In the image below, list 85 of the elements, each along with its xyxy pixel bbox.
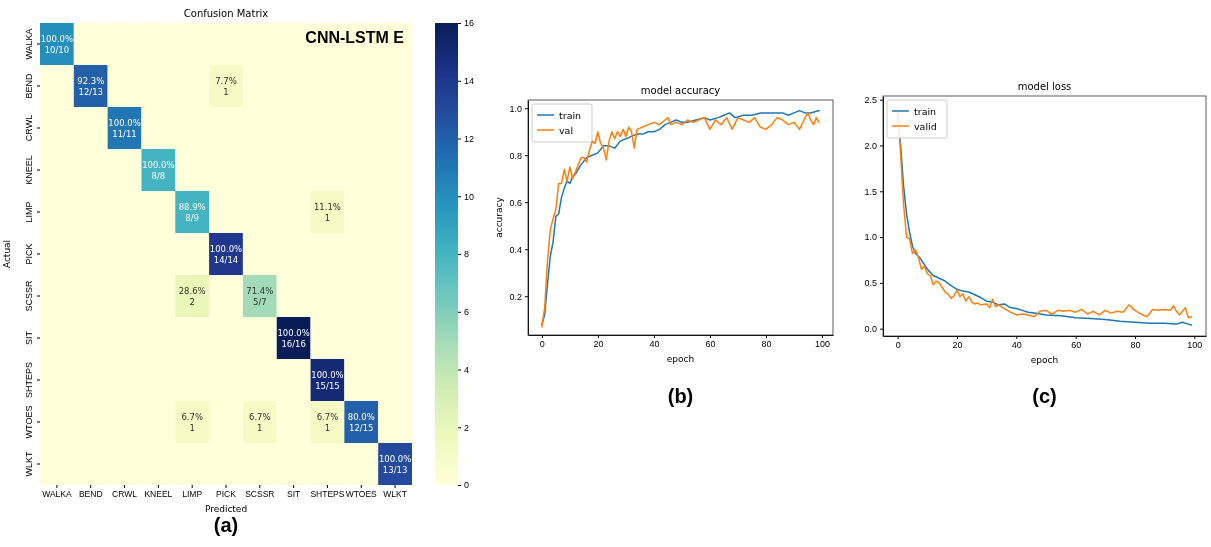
text: (b) (667, 385, 694, 407)
x-tick-label: PICK (216, 489, 237, 500)
y-tick-label: 2.5 (864, 95, 877, 106)
y-tick-label: 0.8 (509, 150, 522, 161)
data-label: 100.0% 15/15 (311, 370, 344, 391)
legend-label: train (559, 109, 582, 121)
x-tick-label: 20 (952, 340, 963, 351)
data-label: 100.0% 14/14 (209, 244, 243, 265)
x-tick-label: 100 (814, 339, 830, 350)
color-bar-label: 16 (464, 18, 475, 29)
y-tick-label: 0.0 (864, 324, 877, 335)
y-tick-label: 2.0 (864, 140, 877, 151)
annotation: CNN-LSTM E (305, 29, 405, 46)
color-bar-label: 4 (464, 364, 470, 375)
y-axis-title: accuracy (494, 196, 504, 238)
x-tick-label: SCSSR (245, 489, 275, 500)
color-bar-label: 6 (464, 307, 470, 318)
x-tick-label: 20 (593, 339, 604, 350)
color-bar-label: 10 (464, 191, 475, 202)
data-label: 11.1% 1 (313, 202, 341, 223)
y-tick-label: 1.0 (864, 232, 877, 243)
x-tick-label: BEND (78, 489, 103, 500)
x-axis-title: Predicted (204, 504, 248, 514)
x-tick-label: WTOES (345, 489, 378, 500)
legend-label: train (914, 105, 937, 117)
x-tick-label: 80 (1130, 340, 1141, 351)
data-label: 92.3% 12/13 (77, 76, 105, 97)
x-tick-label: LIMP (182, 489, 203, 500)
y-tick-label: WTOES (24, 405, 34, 439)
x-tick-label: 60 (705, 339, 716, 350)
chart-title: Confusion Matrix (183, 8, 269, 19)
color-bar-label: 0 (464, 480, 470, 491)
data-label: 71.4% 5/7 (246, 286, 274, 307)
y-tick-label: KNEEL (24, 155, 34, 185)
x-tick-label: 60 (1071, 340, 1082, 351)
x-axis-title: epoch (1030, 355, 1059, 365)
x-tick-label: SIT (287, 489, 301, 500)
text: (a) (213, 514, 239, 536)
data-label: 100.0% 11/11 (108, 118, 141, 139)
y-tick-label: WLKT (24, 451, 34, 477)
color-bar-label: 14 (464, 76, 475, 87)
data-label: 100.0% 13/13 (378, 454, 412, 475)
data-label: 28.6% 2 (178, 286, 206, 307)
x-tick-label: WLKT (383, 489, 407, 500)
chart-title: model accuracy (640, 85, 721, 96)
x-tick-label: KNEEL (144, 489, 173, 500)
legend-label: val (559, 124, 574, 136)
y-tick-label: PICK (24, 243, 34, 265)
y-tick-label: 1.5 (864, 186, 877, 197)
data-label: 6.7% 1 (249, 412, 271, 433)
legend-label: valid (914, 120, 937, 132)
data-label: 6.7% 1 (316, 412, 339, 433)
y-tick-label: 0.4 (509, 244, 522, 255)
y-axis-title: Actual (2, 239, 12, 269)
text: (c) (1032, 385, 1057, 407)
x-tick-label: CRWL (112, 489, 138, 500)
x-tick-label: 40 (649, 339, 660, 350)
data-label: 7.7% 1 (215, 76, 237, 97)
color-bar-label: 8 (464, 249, 470, 260)
data-label: 80.0% 12/15 (347, 412, 375, 433)
y-tick-label: 1.0 (509, 103, 522, 114)
data-label: 100.0% 8/8 (142, 160, 175, 181)
y-tick-label: BEND (24, 73, 34, 99)
x-tick-label: 40 (1011, 340, 1022, 351)
chart-title: model loss (1017, 81, 1072, 92)
x-tick-label: 0 (895, 340, 901, 351)
x-tick-label: WALKA (42, 489, 72, 500)
x-axis-title: epoch (666, 354, 695, 364)
x-tick-label: 80 (761, 339, 772, 350)
data-label: 88.9% 8/9 (178, 202, 206, 223)
y-tick-label: SCSSR (24, 280, 34, 312)
y-tick-label: CRWL (24, 114, 34, 142)
color-bar-label: 12 (464, 133, 475, 144)
x-tick-label: 0 (539, 339, 545, 350)
x-tick-label: 100 (1187, 340, 1203, 351)
y-tick-label: WALKA (24, 28, 34, 60)
y-tick-label: LIMP (24, 201, 34, 223)
y-tick-label: 0.5 (864, 278, 877, 289)
data-label: 100.0% 10/10 (40, 34, 74, 55)
y-tick-label: 0.6 (509, 197, 522, 208)
y-tick-label: 0.2 (509, 291, 522, 302)
data-label: 6.7% 1 (181, 412, 203, 433)
x-tick-label: SHTEPS (310, 489, 345, 500)
color-bar-label: 2 (464, 422, 470, 433)
data-label: 100.0% 16/16 (277, 328, 310, 349)
